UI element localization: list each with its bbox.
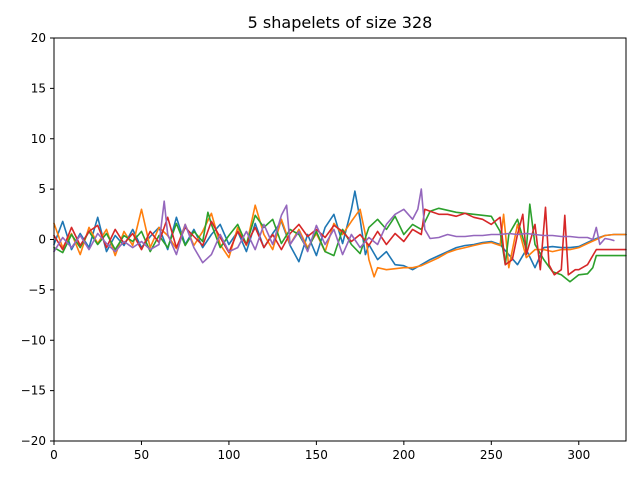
series-line-3: [53, 203, 627, 283]
series-line-2: [53, 204, 627, 278]
series-line-5: [53, 188, 615, 264]
y-tick-label: 15: [31, 81, 46, 95]
x-tick-label: 0: [50, 448, 58, 462]
y-tick-label: 10: [31, 132, 46, 146]
series-line-4: [53, 206, 627, 276]
y-tick-label: 20: [31, 31, 46, 45]
x-tick-label: 300: [567, 448, 590, 462]
series-layer: [53, 188, 627, 283]
chart-title: 5 shapelets of size 328: [248, 13, 433, 32]
y-tick-label: −10: [21, 333, 46, 347]
y-tick-label: −15: [21, 384, 46, 398]
axes-layer: 0 50 100 150 200 250 300 −20 −15 −10 −5 0 5 10 15 20: [21, 31, 627, 462]
y-tick-label: −20: [21, 434, 46, 448]
x-tick-label: 50: [134, 448, 149, 462]
x-tick-label: 100: [217, 448, 240, 462]
y-tick-label: 0: [38, 233, 46, 247]
y-tick-label: 5: [38, 182, 46, 196]
x-tick-label: 150: [305, 448, 328, 462]
y-tick-label: −5: [28, 283, 46, 297]
x-tick-label: 250: [480, 448, 503, 462]
x-tick-label: 200: [392, 448, 415, 462]
